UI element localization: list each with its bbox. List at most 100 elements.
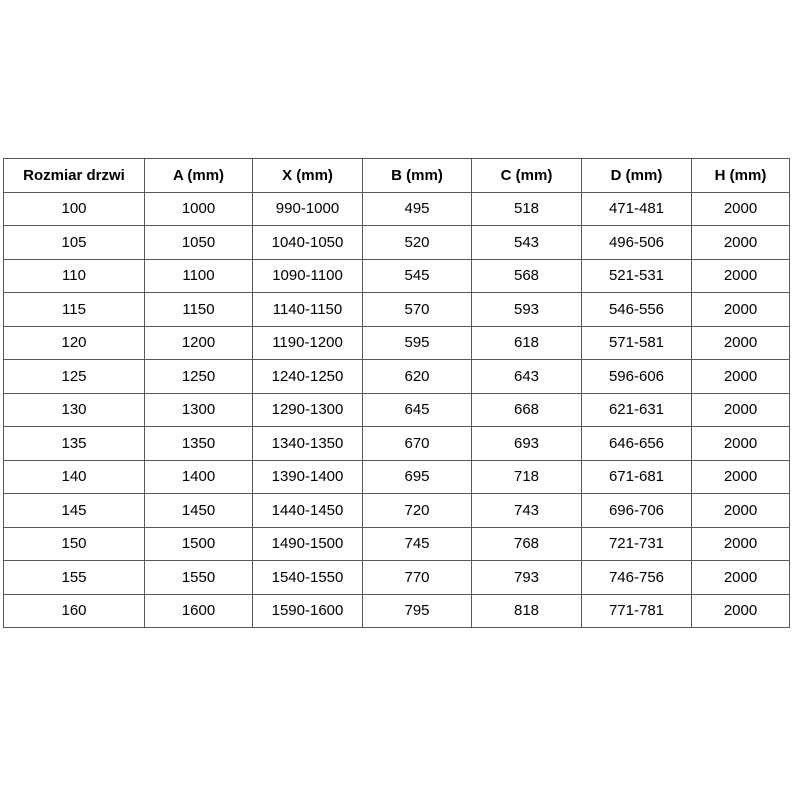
table-cell: 668: [471, 392, 582, 427]
table-cell: 2000: [691, 493, 790, 528]
table-cell: 1040-1050: [252, 225, 363, 260]
table-cell: 1550: [144, 560, 253, 595]
table-cell: 1100: [144, 258, 253, 293]
table-cell: 570: [362, 292, 472, 327]
table-cell: 568: [471, 258, 582, 293]
table-cell: 496-506: [581, 225, 692, 260]
table-cell: 2000: [691, 359, 790, 394]
table-cell: 1340-1350: [252, 426, 363, 461]
table-cell: 596-606: [581, 359, 692, 394]
column-header-x-mm: X (mm): [252, 158, 363, 193]
table-row: 160 1600 1590-1600 795 818 771-781 2000: [3, 593, 790, 628]
table-cell: 140: [3, 459, 145, 494]
table-cell: 1290-1300: [252, 392, 363, 427]
table-cell: 2000: [691, 258, 790, 293]
table-row: 115 1150 1140-1150 570 593 546-556 2000: [3, 292, 790, 327]
table-cell: 2000: [691, 459, 790, 494]
table-cell: 145: [3, 493, 145, 528]
table-cell: 2000: [691, 593, 790, 628]
table-cell: 1250: [144, 359, 253, 394]
table-cell: 545: [362, 258, 472, 293]
table-cell: 130: [3, 392, 145, 427]
table-cell: 2000: [691, 191, 790, 226]
table-cell: 2000: [691, 225, 790, 260]
table-row: 150 1500 1490-1500 745 768 721-731 2000: [3, 526, 790, 561]
table-cell: 546-556: [581, 292, 692, 327]
table-cell: 695: [362, 459, 472, 494]
table-cell: 621-631: [581, 392, 692, 427]
table-cell: 1490-1500: [252, 526, 363, 561]
table-cell: 521-531: [581, 258, 692, 293]
table-cell: 1240-1250: [252, 359, 363, 394]
table-cell: 645: [362, 392, 472, 427]
table-cell: 670: [362, 426, 472, 461]
table-row: 130 1300 1290-1300 645 668 621-631 2000: [3, 392, 790, 427]
header-row: Rozmiar drzwi A (mm) X (mm) B (mm) C (mm…: [3, 158, 790, 193]
table-cell: 1090-1100: [252, 258, 363, 293]
table-cell: 1390-1400: [252, 459, 363, 494]
table-cell: 135: [3, 426, 145, 461]
table-cell: 671-681: [581, 459, 692, 494]
table-cell: 155: [3, 560, 145, 595]
table-cell: 110: [3, 258, 145, 293]
table-cell: 1190-1200: [252, 325, 363, 360]
table-row: 155 1550 1540-1550 770 793 746-756 2000: [3, 560, 790, 595]
table-cell: 1450: [144, 493, 253, 528]
table-cell: 1500: [144, 526, 253, 561]
table-cell: 120: [3, 325, 145, 360]
table-cell: 160: [3, 593, 145, 628]
table-cell: 2000: [691, 325, 790, 360]
table-cell: 646-656: [581, 426, 692, 461]
table-cell: 593: [471, 292, 582, 327]
column-header-c-mm: C (mm): [471, 158, 582, 193]
table-cell: 718: [471, 459, 582, 494]
table-cell: 618: [471, 325, 582, 360]
table-cell: 100: [3, 191, 145, 226]
table-cell: 1350: [144, 426, 253, 461]
table-cell: 721-731: [581, 526, 692, 561]
table-cell: 771-781: [581, 593, 692, 628]
table-cell: 720: [362, 493, 472, 528]
table-row: 125 1250 1240-1250 620 643 596-606 2000: [3, 359, 790, 394]
table-cell: 696-706: [581, 493, 692, 528]
table-cell: 990-1000: [252, 191, 363, 226]
table-row: 140 1400 1390-1400 695 718 671-681 2000: [3, 459, 790, 494]
table-cell: 1150: [144, 292, 253, 327]
column-header-rozmiar-drzwi: Rozmiar drzwi: [3, 158, 145, 193]
table-body: 100 1000 990-1000 495 518 471-481 2000 105 1050 1…: [3, 191, 790, 628]
table-cell: 768: [471, 526, 582, 561]
table-cell: 1590-1600: [252, 593, 363, 628]
table-cell: 2000: [691, 392, 790, 427]
table-cell: 543: [471, 225, 582, 260]
table-cell: 150: [3, 526, 145, 561]
table-cell: 793: [471, 560, 582, 595]
table-cell: 1600: [144, 593, 253, 628]
table-cell: 795: [362, 593, 472, 628]
table-cell: 518: [471, 191, 582, 226]
table-cell: 818: [471, 593, 582, 628]
table-cell: 1440-1450: [252, 493, 363, 528]
table-row: 120 1200 1190-1200 595 618 571-581 2000: [3, 325, 790, 360]
column-header-b-mm: B (mm): [362, 158, 472, 193]
table-cell: 743: [471, 493, 582, 528]
table-cell: 1540-1550: [252, 560, 363, 595]
table-cell: 620: [362, 359, 472, 394]
table-cell: 745: [362, 526, 472, 561]
table-cell: 471-481: [581, 191, 692, 226]
door-size-table: Rozmiar drzwi A (mm) X (mm) B (mm) C (mm…: [3, 158, 790, 628]
column-header-a-mm: A (mm): [144, 158, 253, 193]
table-cell: 693: [471, 426, 582, 461]
table-cell: 2000: [691, 526, 790, 561]
table-row: 110 1100 1090-1100 545 568 521-531 2000: [3, 258, 790, 293]
table-cell: 2000: [691, 560, 790, 595]
table-cell: 595: [362, 325, 472, 360]
table-row: 145 1450 1440-1450 720 743 696-706 2000: [3, 493, 790, 528]
table-cell: 115: [3, 292, 145, 327]
table-cell: 1300: [144, 392, 253, 427]
table-cell: 770: [362, 560, 472, 595]
table-cell: 1000: [144, 191, 253, 226]
table-cell: 643: [471, 359, 582, 394]
table-cell: 495: [362, 191, 472, 226]
table-cell: 125: [3, 359, 145, 394]
